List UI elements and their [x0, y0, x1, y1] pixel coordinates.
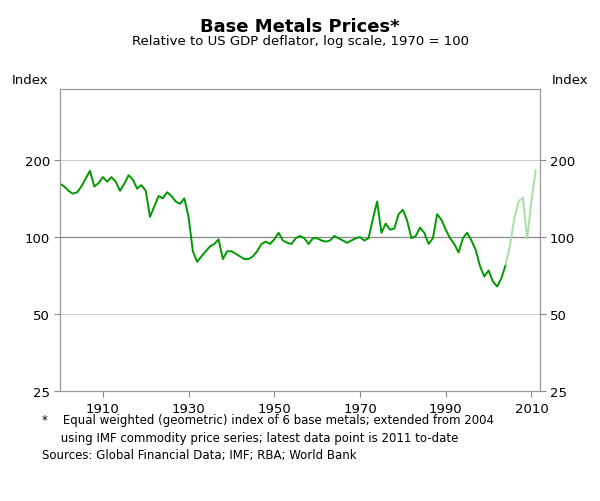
Text: Index: Index — [551, 74, 588, 87]
Text: Index: Index — [12, 74, 49, 87]
Text: using IMF commodity price series; latest data point is 2011 to-date: using IMF commodity price series; latest… — [42, 431, 458, 444]
Text: Relative to US GDP deflator, log scale, 1970 = 100: Relative to US GDP deflator, log scale, … — [131, 35, 469, 48]
Text: Sources: Global Financial Data; IMF; RBA; World Bank: Sources: Global Financial Data; IMF; RBA… — [42, 448, 356, 461]
Text: *    Equal weighted (geometric) index of 6 base metals; extended from 2004: * Equal weighted (geometric) index of 6 … — [42, 413, 494, 426]
Text: Base Metals Prices*: Base Metals Prices* — [200, 18, 400, 36]
